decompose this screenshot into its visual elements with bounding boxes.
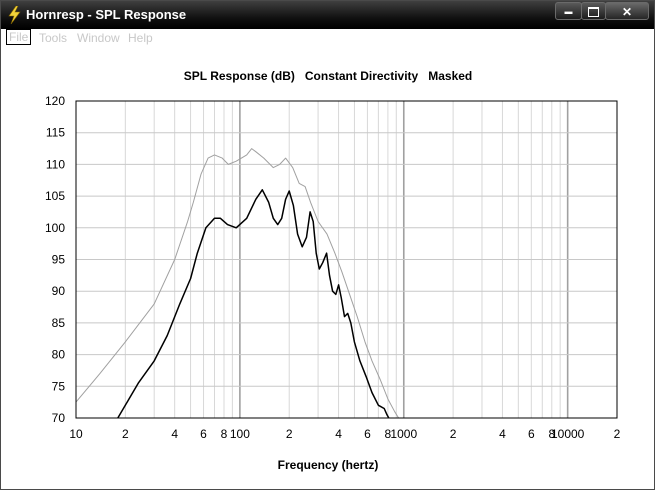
maximize-icon [588, 7, 599, 17]
chart-series [75, 148, 400, 419]
minimize-icon: ▬ [564, 7, 573, 16]
y-tick-label: 75 [52, 379, 66, 393]
x-tick-label: 6 [364, 427, 371, 441]
title-bar[interactable]: Hornresp - SPL Response ▬ ✕ [1, 1, 654, 29]
y-tick-label: 70 [52, 411, 66, 425]
menu-tools[interactable]: Tools [39, 31, 68, 45]
menu-help[interactable]: Help [128, 31, 153, 45]
x-tick-label: 4 [171, 427, 178, 441]
spl-series-line [117, 189, 390, 419]
menu-bar: File Tools Window Help [1, 29, 654, 47]
x-tick-label: 4 [335, 427, 342, 441]
spl-reference-line [75, 148, 400, 419]
window-title: Hornresp - SPL Response [26, 7, 187, 22]
x-tick-label: 2 [450, 427, 457, 441]
x-axis-label: Frequency (hertz) [278, 458, 379, 472]
x-tick-label: 6 [528, 427, 535, 441]
x-tick-label: 8 [548, 427, 555, 441]
y-tick-label: 105 [45, 189, 65, 203]
y-tick-label: 100 [45, 221, 65, 235]
y-tick-label: 120 [45, 94, 65, 108]
chart-grid [76, 100, 617, 419]
spl-chart-panel: 70 75 80 85 90 95 100 105 110 115 120 10 2 4 6 8 100 2 4 6 8… [1, 47, 654, 489]
y-tick-label: 115 [46, 126, 65, 140]
maximize-button[interactable] [581, 2, 606, 20]
menu-file[interactable]: File [6, 29, 32, 45]
x-tick-label: 2 [122, 427, 129, 441]
close-icon: ✕ [621, 5, 633, 19]
minimize-button[interactable]: ▬ [555, 2, 582, 20]
close-button[interactable]: ✕ [605, 2, 649, 20]
plot-frame [75, 100, 618, 419]
x-tick-label: 8 [221, 427, 228, 441]
x-tick-label: 1000 [390, 427, 417, 441]
y-tick-label: 95 [52, 253, 66, 267]
x-tick-label: 2 [286, 427, 293, 441]
y-tick-label: 90 [52, 284, 66, 298]
chart-title: SPL Response (dB) Constant Directivity M… [184, 69, 473, 83]
x-tick-label: 10 [69, 427, 83, 441]
menu-window[interactable]: Window [77, 31, 120, 45]
x-tick-label: 6 [200, 427, 207, 441]
y-tick-label: 80 [52, 348, 66, 362]
x-tick-label: 8 [385, 427, 392, 441]
x-tick-label: 100 [230, 427, 250, 441]
x-tick-label: 4 [499, 427, 506, 441]
x-tick-label: 10000 [551, 427, 585, 441]
y-tick-label: 85 [52, 316, 66, 330]
x-tick-label: 2 [614, 427, 621, 441]
y-tick-label: 110 [46, 157, 65, 171]
lightning-bolt-icon [8, 6, 21, 24]
